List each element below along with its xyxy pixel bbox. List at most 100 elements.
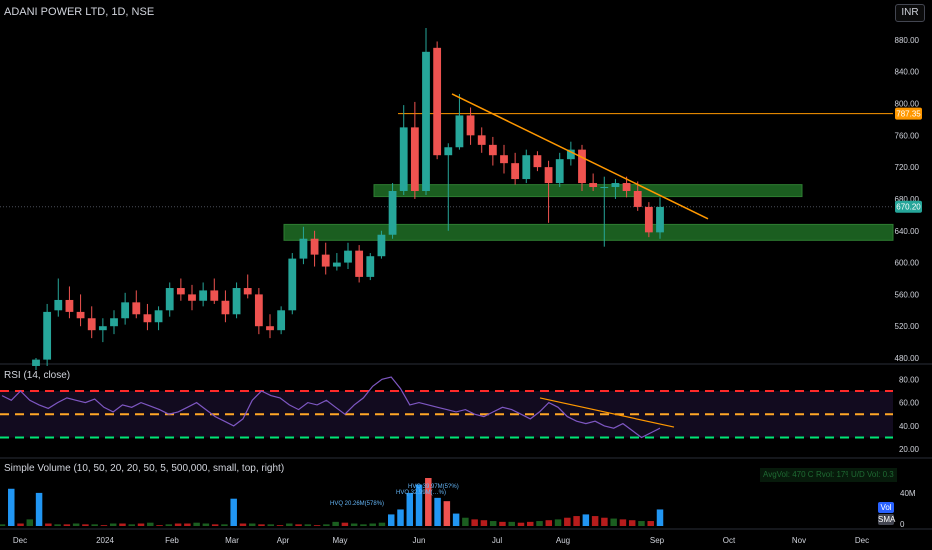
volume-bar[interactable] (184, 523, 191, 526)
candle-body[interactable] (243, 288, 252, 295)
candle-body[interactable] (132, 302, 141, 315)
candle-body[interactable] (176, 288, 185, 295)
volume-bar[interactable] (313, 525, 321, 526)
candle-body[interactable] (388, 191, 397, 235)
candle-body[interactable] (65, 299, 74, 312)
volume-bar[interactable] (536, 521, 543, 526)
volume-bar[interactable] (35, 492, 43, 526)
candle-body[interactable] (232, 288, 241, 315)
volume-bar[interactable] (0, 524, 6, 526)
volume-bar[interactable] (378, 522, 386, 526)
candle-body[interactable] (321, 254, 330, 267)
candle-body[interactable] (377, 234, 386, 257)
volume-bar[interactable] (573, 516, 580, 526)
volume-bar[interactable] (221, 524, 228, 526)
rsi-line[interactable] (1, 376, 661, 439)
rsi-trendline[interactable] (539, 397, 675, 428)
volume-bar[interactable] (610, 518, 617, 526)
candle-body[interactable] (644, 206, 653, 233)
candle-body[interactable] (332, 262, 341, 267)
volume-bar[interactable] (100, 525, 108, 526)
volume-bar[interactable] (276, 525, 284, 526)
volume-bar[interactable] (350, 523, 358, 526)
candle-body[interactable] (355, 250, 364, 277)
candle-body[interactable] (165, 288, 174, 311)
volume-bar[interactable] (45, 523, 52, 526)
volume-bar[interactable] (517, 522, 525, 526)
volume-bar[interactable] (248, 523, 256, 526)
volume-bar[interactable] (8, 488, 15, 526)
volume-bar[interactable] (267, 524, 275, 526)
candle-body[interactable] (288, 258, 297, 311)
volume-bar[interactable] (647, 521, 654, 526)
volume-bar[interactable] (82, 524, 89, 526)
candle-body[interactable] (143, 314, 152, 323)
support-resistance-zone[interactable] (283, 223, 894, 241)
volume-bar[interactable] (582, 514, 590, 526)
volume-bar[interactable] (591, 516, 599, 526)
candle-body[interactable] (544, 167, 553, 184)
volume-bar[interactable] (434, 497, 441, 526)
volume-bar[interactable] (462, 517, 469, 526)
volume-bar[interactable] (527, 521, 534, 526)
volume-bar[interactable] (443, 501, 451, 526)
volume-bar[interactable] (499, 521, 506, 526)
volume-indicator-label[interactable]: Simple Volume (10, 50, 20, 20, 50, 5, 50… (4, 463, 285, 474)
candle-body[interactable] (76, 311, 85, 319)
volume-bar[interactable] (165, 524, 173, 526)
candle-body[interactable] (121, 302, 130, 319)
volume-bar[interactable] (174, 523, 182, 526)
candle-body[interactable] (154, 310, 163, 323)
candle-body[interactable] (188, 294, 196, 301)
volume-bar[interactable] (341, 522, 349, 526)
candle-body[interactable] (199, 290, 208, 301)
volume-bar[interactable] (323, 524, 330, 526)
volume-bar[interactable] (415, 484, 423, 526)
candle-body[interactable] (110, 318, 118, 327)
candle-body[interactable] (533, 155, 542, 168)
candle-body[interactable] (43, 311, 52, 360)
volume-bar[interactable] (508, 521, 515, 526)
candle-body[interactable] (299, 238, 308, 259)
candle-body[interactable] (310, 238, 319, 255)
volume-bar[interactable] (258, 524, 265, 526)
candle-body[interactable] (277, 310, 286, 331)
candle-body[interactable] (555, 159, 564, 184)
volume-bar[interactable] (360, 524, 367, 526)
volume-bar[interactable] (656, 509, 664, 526)
candle-body[interactable] (54, 299, 63, 311)
volume-bar[interactable] (230, 498, 237, 526)
volume-bar[interactable] (72, 523, 80, 526)
support-resistance-zone[interactable] (373, 184, 803, 198)
candle-body[interactable] (444, 147, 453, 156)
candle-body[interactable] (422, 51, 430, 192)
rsi-indicator-label[interactable]: RSI (14, close) (4, 370, 71, 381)
candle-body[interactable] (98, 326, 107, 331)
candle-body[interactable] (578, 149, 586, 184)
volume-bar[interactable] (452, 513, 460, 526)
volume-bar[interactable] (193, 522, 200, 526)
volume-bar[interactable] (489, 521, 497, 526)
candle-body[interactable] (210, 290, 219, 301)
candle-body[interactable] (399, 127, 408, 191)
volume-bar[interactable] (156, 525, 163, 526)
volume-bar[interactable] (91, 524, 98, 526)
candle-body[interactable] (455, 115, 464, 148)
candle-body[interactable] (254, 294, 263, 327)
volume-bar[interactable] (119, 523, 126, 526)
volume-bar[interactable] (147, 522, 154, 526)
volume-bar[interactable] (564, 517, 571, 526)
candle-body[interactable] (566, 149, 575, 160)
volume-bar[interactable] (63, 524, 71, 526)
volume-bar[interactable] (26, 519, 34, 526)
volume-bar[interactable] (480, 520, 488, 526)
volume-bar[interactable] (554, 519, 562, 526)
volume-bar[interactable] (628, 520, 636, 526)
candle-body[interactable] (589, 183, 598, 188)
volume-bar[interactable] (304, 524, 312, 526)
candle-body[interactable] (500, 155, 508, 164)
volume-bar[interactable] (369, 523, 376, 526)
descending-trendline[interactable] (451, 93, 709, 220)
candle-body[interactable] (611, 183, 620, 188)
volume-bar[interactable] (202, 523, 210, 526)
